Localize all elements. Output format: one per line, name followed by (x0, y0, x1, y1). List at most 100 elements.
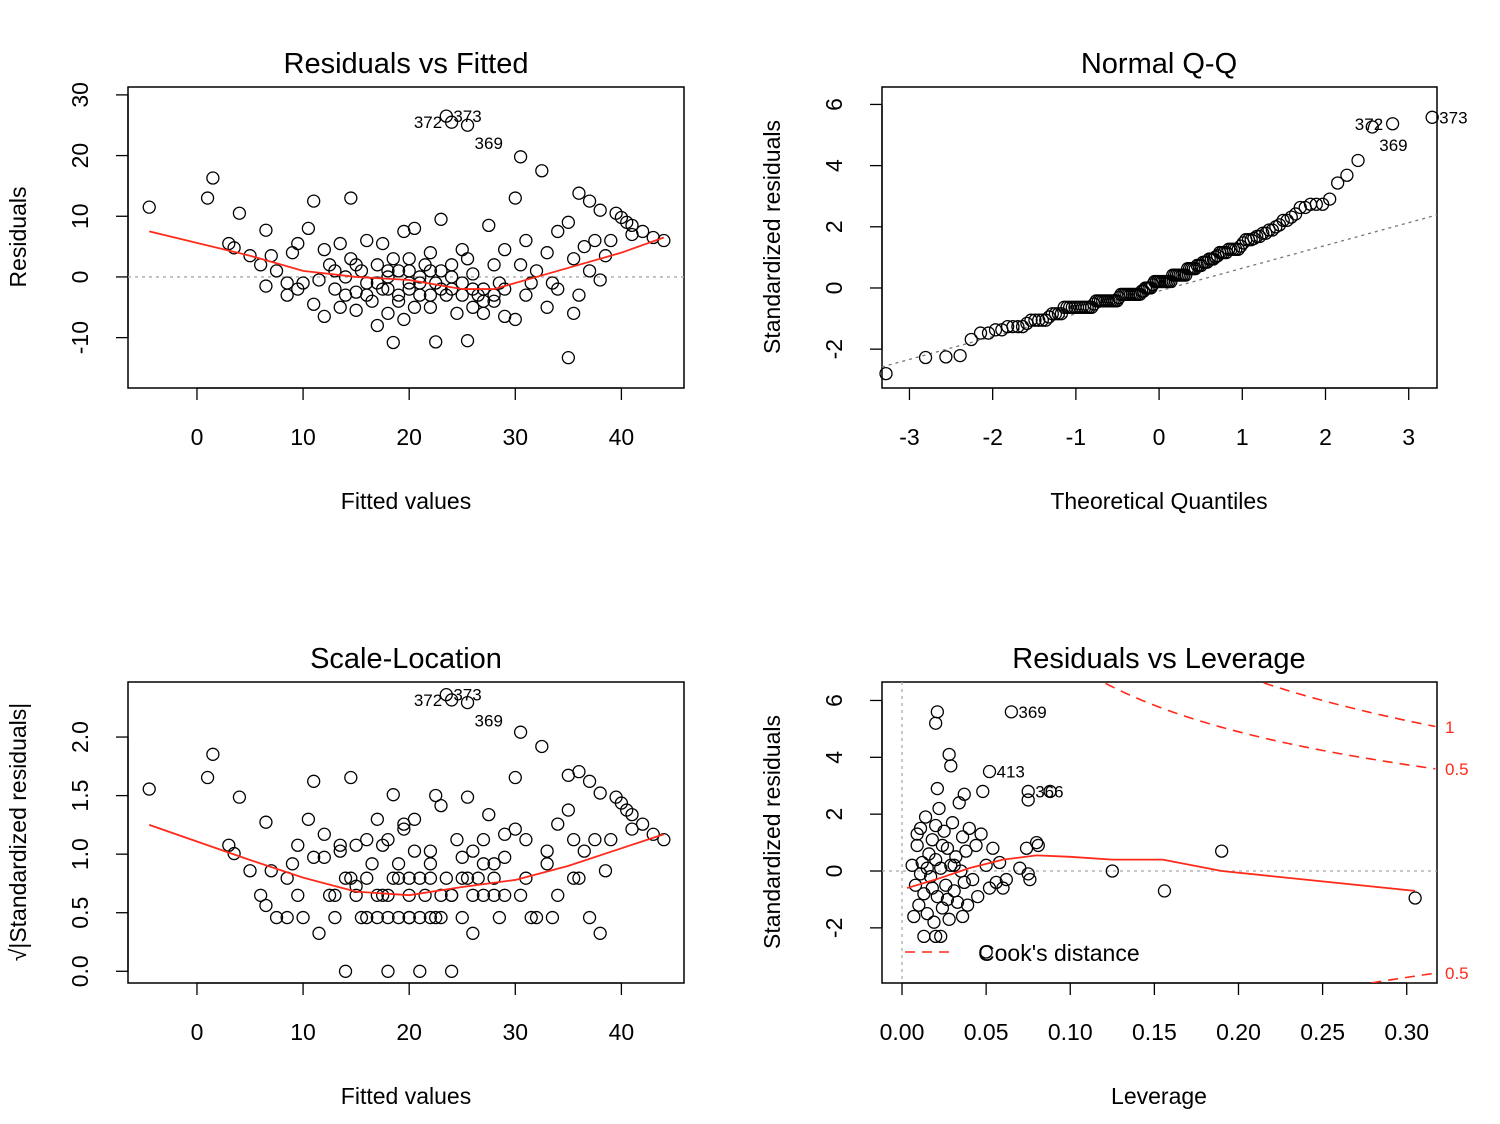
x-tick-label: 10 (290, 424, 316, 450)
data-point (391, 857, 406, 871)
panel-title: Scale-Location (310, 643, 502, 675)
data-point (391, 871, 406, 885)
data-point (566, 252, 581, 266)
data-point (450, 833, 464, 847)
data-point (1280, 213, 1294, 228)
data-point (312, 926, 326, 940)
x-tick-label: 0 (1153, 424, 1166, 450)
data-point (1048, 307, 1063, 321)
data-point (429, 910, 443, 925)
data-point (929, 716, 943, 730)
data-point (466, 267, 480, 281)
data-point (910, 827, 924, 841)
data-point (535, 164, 549, 178)
data-point (976, 784, 990, 799)
y-tick-label: 6 (821, 98, 847, 111)
data-point (979, 945, 993, 959)
data-point (344, 191, 358, 205)
data-point (925, 881, 939, 895)
data-point (365, 857, 379, 871)
data-point (402, 252, 416, 266)
data-point (386, 335, 400, 350)
data-point (540, 844, 554, 858)
data-point (328, 264, 342, 278)
data-point (232, 206, 247, 220)
data-point (460, 118, 475, 132)
data-point (402, 910, 416, 925)
smoother-line (148, 824, 665, 897)
x-tick-label: 20 (396, 424, 422, 450)
data-point (966, 872, 980, 887)
cooks-distance-contour (1371, 972, 1436, 983)
data-point (582, 910, 597, 925)
data-point (593, 786, 607, 800)
x-tick-label: 1 (1236, 424, 1249, 450)
data-point (508, 191, 522, 205)
data-point (593, 273, 607, 287)
data-point (1385, 117, 1400, 131)
data-point (940, 892, 955, 907)
point-label: 372 (1355, 115, 1383, 134)
scale-location-panel: Scale-Location Fitted values √|Standardi… (5, 643, 685, 1109)
y-axis-label: Residuals (5, 187, 31, 288)
data-point (407, 844, 422, 858)
data-point (397, 822, 411, 836)
data-point (476, 857, 491, 871)
data-point (625, 822, 639, 836)
data-point (944, 759, 958, 773)
data-point (1351, 153, 1365, 168)
data-point (413, 871, 427, 885)
data-point (572, 186, 586, 200)
data-point (381, 964, 395, 978)
data-point (1265, 223, 1280, 237)
x-tick-label: 0.00 (880, 1019, 925, 1045)
data-point (635, 817, 650, 831)
smoother-line (906, 854, 1416, 892)
data-point (982, 764, 997, 779)
data-point (482, 218, 496, 233)
data-point (529, 910, 544, 925)
data-point (280, 288, 294, 302)
point-label: 373 (1439, 108, 1467, 127)
residuals-vs-fitted-panel: Residuals vs Fitted Fitted values Residu… (5, 48, 685, 514)
data-point (945, 816, 960, 830)
data-point (969, 838, 983, 853)
data-point (974, 827, 988, 841)
y-tick-label: 0.0 (67, 955, 93, 987)
data-point (1011, 319, 1025, 334)
data-point (513, 150, 528, 164)
data-point (604, 233, 618, 248)
data-point (1021, 793, 1035, 807)
data-point (593, 926, 607, 940)
data-point (264, 864, 278, 878)
data-point (572, 765, 586, 779)
data-point (455, 276, 469, 290)
data-point (907, 909, 921, 924)
data-point (407, 812, 422, 826)
data-point (917, 929, 931, 944)
data-point (912, 898, 926, 912)
data-point (370, 276, 385, 290)
x-tick-label: 40 (609, 424, 635, 450)
cooks-distance-contour (1263, 682, 1436, 728)
data-point (524, 276, 538, 290)
data-point (498, 850, 512, 864)
data-point (333, 300, 347, 314)
data-point (413, 270, 427, 284)
data-point (986, 841, 1000, 855)
residuals-vs-leverage-panel: Residuals vs Leverage Leverage Standardi… (759, 643, 1469, 1109)
data-point (519, 833, 533, 847)
data-point (317, 242, 331, 257)
y-tick-label: 4 (821, 751, 847, 764)
data-point (1340, 168, 1354, 182)
data-point (1006, 319, 1020, 334)
data-point (492, 910, 507, 925)
data-point (577, 844, 591, 858)
data-point (200, 770, 215, 785)
data-point (397, 817, 411, 831)
point-label: 366 (1035, 782, 1063, 801)
x-tick-label: 0 (191, 1019, 204, 1045)
data-point (307, 774, 321, 788)
data-point (301, 812, 316, 826)
cooks-contour-label: 0.5 (1445, 964, 1469, 983)
